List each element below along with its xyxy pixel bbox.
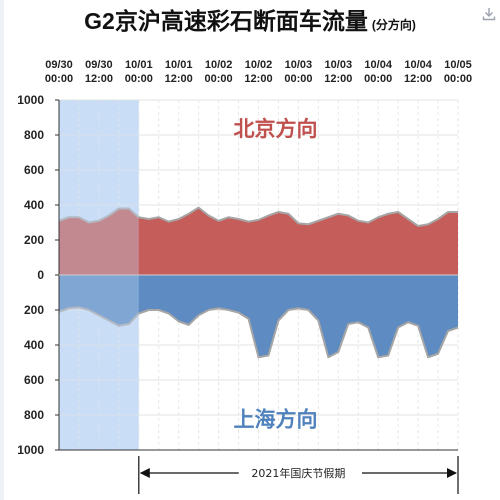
left-rail — [0, 0, 4, 500]
x-tick-label: 10/01 00:00 — [125, 59, 153, 85]
annotation-beijing-direction: 北京方向 — [234, 117, 318, 141]
x-tick-label: 10/01 12:00 — [165, 59, 193, 85]
y-tick-label: 600 — [24, 373, 44, 387]
chart-title: G2京沪高速彩石断面车流量 (分方向) — [0, 2, 500, 36]
series-north-area-outline — [58, 206, 458, 227]
x-tick-label: 09/30 12:00 — [85, 59, 113, 85]
holiday-span-arrow-right — [447, 468, 457, 478]
series-south-area — [59, 275, 458, 358]
x-tick-label: 10/04 12:00 — [404, 59, 433, 85]
x-tick-label: 09/30 00:00 — [45, 59, 73, 85]
y-tick-label: 200 — [24, 233, 44, 247]
annotation-shanghai-direction: 上海方向 — [234, 408, 318, 432]
y-tick-label: 400 — [24, 198, 44, 212]
series-north-area — [59, 207, 458, 275]
chart-subtitle: (分方向) — [371, 18, 416, 32]
holiday-span-arrow-left — [139, 468, 150, 478]
series-south-area-outline — [58, 306, 459, 359]
holiday-span-label: 2021年国庆节假期 — [251, 466, 345, 480]
y-tick-label: 0 — [37, 268, 44, 282]
y-tick-label: 400 — [24, 338, 44, 352]
x-tick-label: 10/03 12:00 — [324, 59, 352, 85]
download-icon[interactable] — [481, 6, 497, 22]
y-tick-label: 800 — [24, 128, 44, 142]
x-tick-label: 10/04 00:00 — [364, 59, 393, 85]
y-tick-label: 1000 — [17, 443, 44, 457]
x-tick-label: 10/02 00:00 — [205, 59, 233, 85]
y-tick-label: 200 — [24, 303, 44, 317]
x-tick-label: 10/03 00:00 — [284, 59, 312, 85]
chart-title-text: G2京沪高速彩石断面车流量 — [84, 8, 368, 34]
y-tick-label: 800 — [24, 408, 44, 422]
x-tick-label: 10/02 12:00 — [244, 59, 272, 85]
x-tick-label: 10/05 00:00 — [444, 59, 472, 85]
y-tick-label: 600 — [24, 163, 44, 177]
y-tick-label: 1000 — [17, 93, 44, 107]
